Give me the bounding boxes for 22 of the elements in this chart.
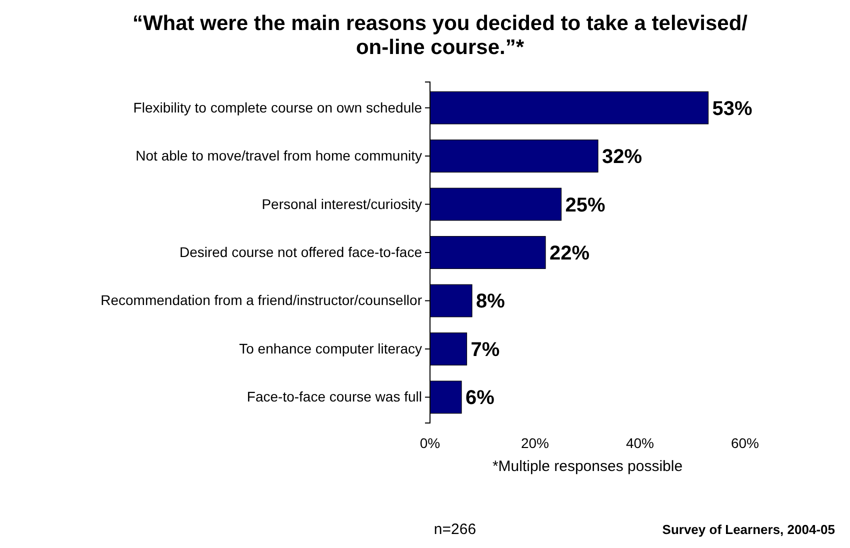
text: Survey of Learners, 2004-05 xyxy=(662,522,835,537)
y-tick-label: Not able to move/travel from home community xyxy=(136,148,422,164)
y-tick-label: To enhance computer literacy xyxy=(239,340,422,356)
data-label: 53% xyxy=(712,98,752,120)
x-tick-label: 20% xyxy=(520,434,550,451)
data-label: 8% xyxy=(476,290,506,313)
data-label: 25% xyxy=(565,194,606,216)
y-tick-label: Personal interest/curiosity xyxy=(262,196,422,212)
data-label: 32% xyxy=(602,146,642,168)
x-tick-label: 40% xyxy=(626,434,654,451)
y-tick-label: Desired course not offered face-to-face xyxy=(179,244,422,260)
y-tick-label: Flexibility to complete course on own schedule xyxy=(133,99,422,116)
chart-title: “What were the main reasons you decided to take a televised/ on-line course.”* xyxy=(132,12,748,59)
data-label: 22% xyxy=(550,242,590,264)
x-tick-label: 60% xyxy=(730,434,760,451)
data-label: 6% xyxy=(466,387,495,410)
x-tick-label: 0% xyxy=(420,434,440,451)
y-tick-label: Face-to-face course was full xyxy=(246,388,422,405)
text: *Multiple responses possible xyxy=(492,458,683,475)
y-tick-label: Recommendation from a friend/instructor/counsellor xyxy=(100,292,422,308)
data-label: 7% xyxy=(470,338,500,361)
text: n=266 xyxy=(434,521,476,538)
